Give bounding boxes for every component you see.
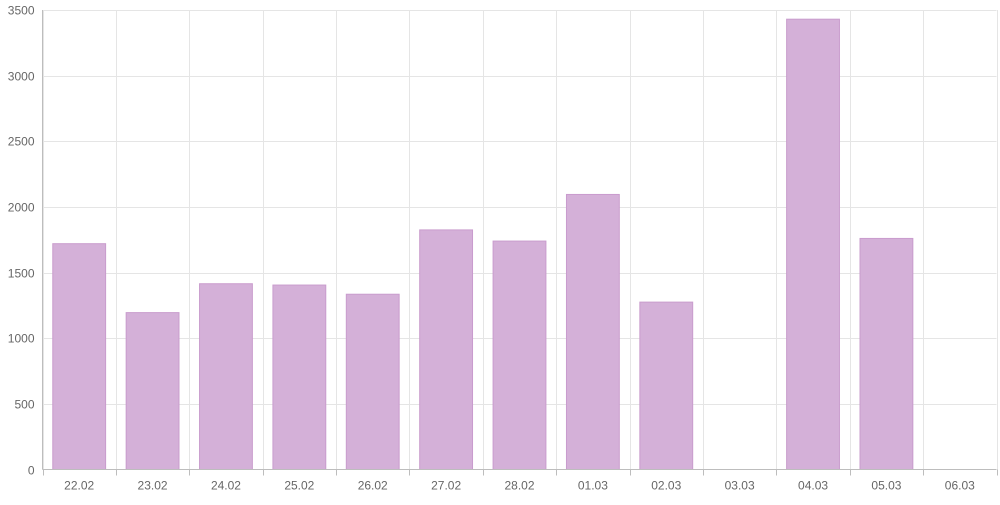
bars-layer [52, 18, 914, 471]
x-tick-label: 04.03 [798, 479, 828, 493]
bar [125, 312, 180, 471]
y-tick-label: 1500 [8, 267, 35, 281]
bar [639, 301, 694, 470]
x-tick-label: 28.02 [504, 479, 534, 493]
x-tick-label: 03.03 [725, 479, 755, 493]
x-tick-label: 02.03 [651, 479, 681, 493]
bar [786, 18, 840, 470]
y-tick-label: 2000 [8, 201, 35, 215]
x-tick-label: 27.02 [431, 479, 461, 493]
x-tick-label: 23.02 [138, 479, 168, 493]
y-tick-label: 3000 [8, 70, 35, 84]
x-tick-label: 06.03 [945, 479, 975, 493]
grid-layer [42, 10, 998, 470]
bar [859, 237, 914, 470]
y-tick-label: 1000 [8, 332, 35, 346]
y-tick-label: 500 [14, 398, 34, 412]
x-tick-label: 22.02 [64, 479, 94, 493]
y-tick-label: 2500 [8, 135, 35, 149]
axis-layer [42, 10, 998, 476]
bar [565, 193, 620, 470]
bar [272, 284, 327, 470]
x-tick-label: 01.03 [578, 479, 608, 493]
x-tick-label: 26.02 [358, 479, 388, 493]
bar [52, 243, 107, 470]
bar [419, 229, 474, 470]
y-tick-label: 0 [28, 464, 35, 478]
x-tick-label: 05.03 [871, 479, 901, 493]
x-tick-label: 25.02 [284, 479, 314, 493]
bar [492, 240, 547, 470]
bar [345, 293, 400, 471]
x-tick-label: 24.02 [211, 479, 241, 493]
y-tick-label: 3500 [8, 4, 35, 18]
x-tick-labels: 22.02 23.02 24.02 25.02 26.02 27.02 28.02 01.03… [64, 479, 975, 493]
y-tick-labels: 0 500 1000 1500 2000 2500 3000 3500 [8, 4, 35, 478]
bar [199, 283, 253, 470]
